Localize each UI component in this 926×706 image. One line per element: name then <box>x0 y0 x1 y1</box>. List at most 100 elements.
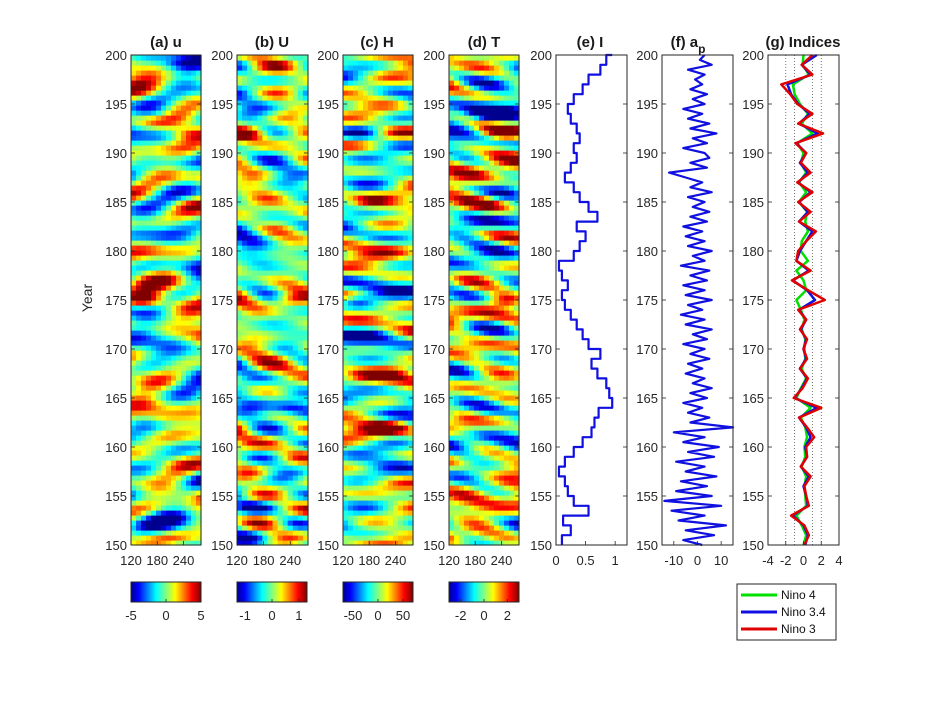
heatmap-cell <box>292 520 299 526</box>
heatmap-cell <box>191 260 197 266</box>
heatmap-cell <box>282 305 289 311</box>
heatmap-cell <box>408 415 414 421</box>
heatmap-cell <box>181 450 187 456</box>
heatmap-cell <box>267 510 274 516</box>
heatmap-cell <box>186 515 192 521</box>
heatmap-cell <box>181 295 187 301</box>
heatmap-cell <box>181 390 187 396</box>
heatmap-cell <box>287 390 294 396</box>
heatmap-cell <box>499 465 505 471</box>
heatmap-cell <box>348 355 354 361</box>
heatmap-cell <box>353 395 359 401</box>
heatmap-cell <box>267 165 274 171</box>
heatmap-cell <box>378 510 384 516</box>
heatmap-cell <box>494 385 500 391</box>
heatmap-cell <box>363 495 369 501</box>
heatmap-cell <box>247 120 253 126</box>
heatmap-cell <box>297 420 304 426</box>
heatmap-cell <box>378 110 384 116</box>
heatmap-cell <box>267 515 274 521</box>
heatmap-cell <box>509 340 515 346</box>
heatmap-cell <box>348 410 354 416</box>
heatmap-cell <box>489 370 495 376</box>
heatmap-cell <box>151 500 157 506</box>
heatmap-cell <box>176 210 182 216</box>
heatmap-cell <box>474 490 480 496</box>
heatmap-cell <box>479 390 485 396</box>
heatmap-cell <box>408 490 414 496</box>
heatmap-cell <box>247 435 253 441</box>
heatmap-cell <box>358 335 364 341</box>
heatmap-cell <box>302 295 309 301</box>
heatmap-cell <box>191 440 197 446</box>
heatmap-cell <box>267 210 274 216</box>
heatmap-cell <box>393 395 399 401</box>
heatmap-cell <box>489 415 495 421</box>
heatmap-cell <box>358 385 364 391</box>
heatmap-cell <box>242 120 248 126</box>
heatmap-cell <box>297 440 304 446</box>
heatmap-cell <box>514 470 520 476</box>
heatmap-cell <box>257 160 263 166</box>
heatmap-cell <box>353 215 359 221</box>
heatmap-cell <box>176 100 182 106</box>
heatmap-cell <box>181 210 187 216</box>
heatmap-cell <box>383 145 389 151</box>
heatmap-cell <box>186 500 192 506</box>
heatmap-cell <box>287 365 294 371</box>
heatmap-cell <box>343 480 349 486</box>
heatmap-cell <box>388 370 394 376</box>
heatmap-cell <box>297 370 304 376</box>
heatmap-cell <box>459 480 465 486</box>
heatmap-cell <box>343 125 349 131</box>
heatmap-cell <box>237 225 243 231</box>
heatmap-cell <box>196 225 202 231</box>
heatmap-cell <box>509 320 515 326</box>
heatmap-cell <box>257 200 263 206</box>
heatmap-cell <box>353 525 359 531</box>
heatmap-cell <box>277 295 284 301</box>
heatmap-cell <box>131 375 137 381</box>
heatmap-cell <box>146 190 152 196</box>
heatmap-cell <box>252 385 258 391</box>
heatmap-cell <box>464 355 470 361</box>
heatmap-cell <box>363 485 369 491</box>
heatmap-cell <box>398 225 404 231</box>
heatmap-cell <box>191 300 197 306</box>
heatmap-cell <box>151 85 157 91</box>
heatmap-cell <box>383 290 389 296</box>
heatmap-cell <box>141 120 147 126</box>
heatmap-cell <box>242 540 248 546</box>
heatmap-cell <box>141 185 147 191</box>
heatmap-cell <box>277 385 284 391</box>
heatmap-cell <box>393 415 399 421</box>
heatmap-cell <box>343 185 349 191</box>
heatmap-cell <box>146 160 152 166</box>
heatmap-cell <box>242 255 248 261</box>
heatmap-cell <box>388 230 394 236</box>
heatmap-cell <box>499 480 505 486</box>
y-tick-label: 200 <box>211 48 233 63</box>
heatmap-cell <box>469 470 475 476</box>
heatmap-cell <box>257 405 263 411</box>
heatmap-cell <box>277 345 284 351</box>
heatmap-cell <box>504 330 510 336</box>
heatmap-cell <box>383 335 389 341</box>
heatmap-cell <box>166 185 172 191</box>
heatmap-cell <box>489 455 495 461</box>
heatmap-cell <box>358 65 364 71</box>
heatmap-cell <box>454 345 460 351</box>
heatmap-cell <box>196 95 202 101</box>
heatmap-cell <box>464 510 470 516</box>
heatmap-cell <box>302 185 309 191</box>
heatmap-cell <box>146 210 152 216</box>
heatmap-cell <box>489 360 495 366</box>
heatmap-cell <box>479 530 485 536</box>
heatmap-cell <box>242 285 248 291</box>
heatmap-cell <box>277 95 284 101</box>
heatmap-cell <box>509 470 515 476</box>
heatmap-cell <box>151 220 157 226</box>
heatmap-cell <box>353 250 359 256</box>
heatmap-cell <box>196 510 202 516</box>
heatmap-cell <box>297 475 304 481</box>
